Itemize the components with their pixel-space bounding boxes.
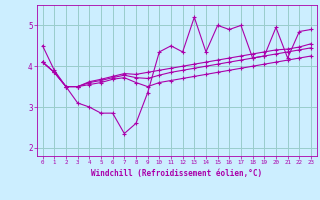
- X-axis label: Windchill (Refroidissement éolien,°C): Windchill (Refroidissement éolien,°C): [91, 169, 262, 178]
